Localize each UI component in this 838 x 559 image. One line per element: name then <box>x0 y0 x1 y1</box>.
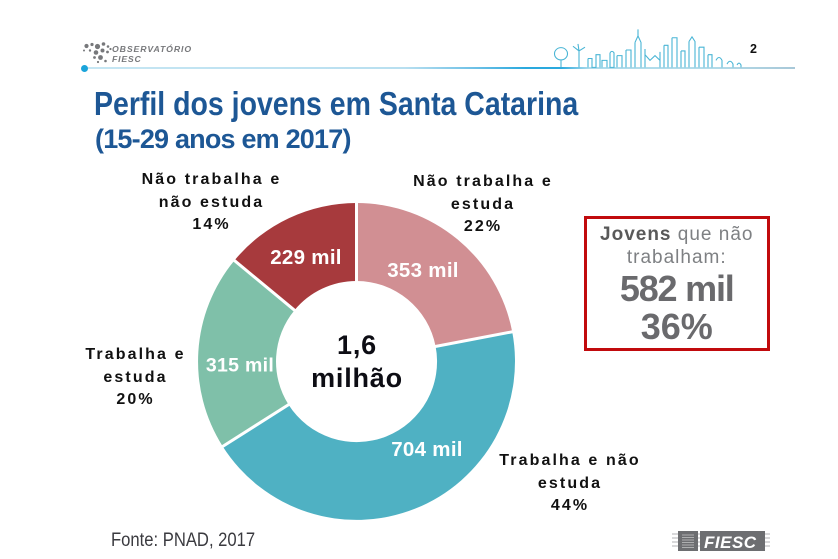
svg-text:FIESC: FIESC <box>112 54 142 64</box>
svg-text:FIESC: FIESC <box>704 533 757 552</box>
svg-text:OBSERVATÓRIO: OBSERVATÓRIO <box>112 43 192 54</box>
